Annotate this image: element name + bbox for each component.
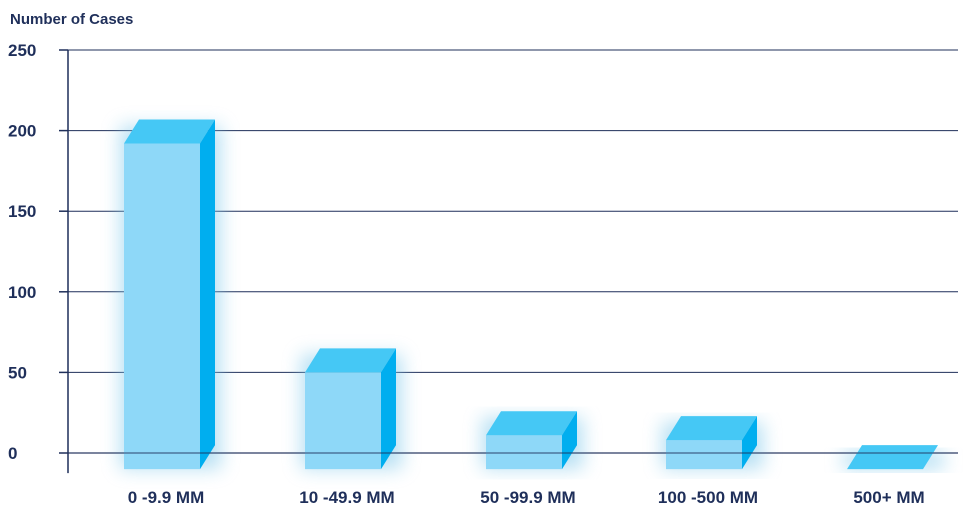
bar — [843, 445, 944, 470]
bar-side — [381, 348, 396, 470]
bar-front — [124, 143, 200, 470]
y-tick-labels: 0 50 100 150 200 250 — [8, 41, 36, 463]
bar-front — [305, 372, 381, 470]
bar-side — [742, 416, 757, 470]
bar-front — [486, 435, 562, 470]
x-tick-labels: 0 -9.9 MM 10 -49.9 MM 50 -99.9 MM 100 -500 … — [128, 488, 925, 506]
bar-front — [666, 440, 742, 470]
x-tick-label: 100 -500 MM — [658, 488, 758, 506]
bar — [301, 348, 402, 470]
y-axis-title: Number of Cases — [10, 11, 133, 28]
x-tick-label: 0 -9.9 MM — [128, 488, 205, 506]
y-tick-label: 100 — [8, 283, 36, 302]
x-tick-label: 50 -99.9 MM — [480, 488, 575, 506]
bar-top — [666, 416, 757, 441]
bar-top — [124, 119, 215, 144]
axes — [59, 49, 69, 474]
bar — [120, 119, 221, 470]
y-tick-label: 50 — [8, 363, 27, 382]
x-tick-label: 500+ MM — [853, 488, 924, 506]
bar-top — [305, 348, 396, 373]
bar-top — [847, 445, 938, 470]
bars — [68, 119, 958, 470]
bar — [662, 416, 763, 470]
bar-top — [486, 411, 577, 436]
bar — [482, 411, 583, 470]
x-tick-label: 10 -49.9 MM — [299, 488, 394, 506]
bar-side — [200, 119, 215, 470]
bar-side — [562, 411, 577, 470]
y-tick-label: 250 — [8, 41, 36, 60]
y-tick-label: 200 — [8, 122, 36, 141]
y-tick-label: 0 — [8, 444, 17, 463]
y-tick-label: 150 — [8, 202, 36, 221]
